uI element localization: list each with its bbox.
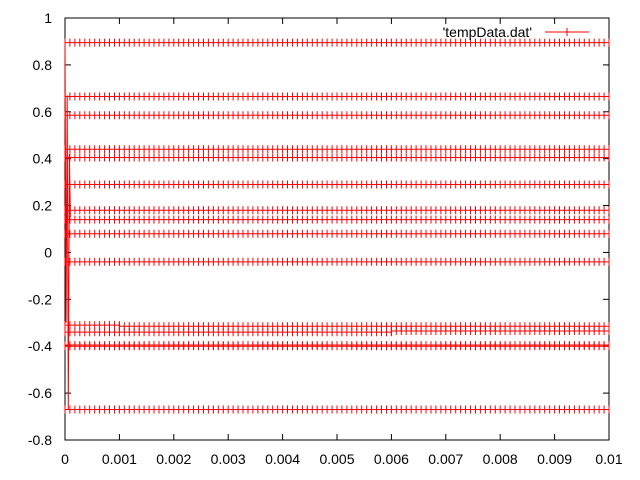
- series-level-markers: [64, 38, 610, 47]
- series-level-markers: [64, 215, 610, 224]
- series-level-markers: [64, 328, 392, 337]
- series-level-markers: [64, 206, 610, 215]
- series-level-markers: [64, 111, 610, 120]
- x-tick-label: 0.008: [483, 451, 518, 467]
- x-tick-label: 0.004: [265, 451, 300, 467]
- y-tick-label: 0.4: [33, 151, 53, 167]
- x-tick-label: 0.003: [211, 451, 246, 467]
- series-level-markers: [64, 145, 610, 154]
- y-tick-label: -0.6: [28, 385, 52, 401]
- series-level-markers: [64, 405, 610, 414]
- y-tick-label: 0.8: [33, 57, 53, 73]
- y-tick-label: -0.8: [28, 432, 52, 448]
- legend-label: 'tempData.dat': [443, 24, 532, 40]
- x-tick-label: 0.009: [537, 451, 572, 467]
- series-level-markers: [64, 92, 610, 101]
- x-tick-label: 0: [61, 451, 69, 467]
- series-level-markers: [64, 342, 610, 351]
- legend: 'tempData.dat': [443, 24, 589, 40]
- y-tick-label: -0.2: [28, 291, 52, 307]
- plot-frame: [64, 17, 610, 441]
- series-level-markers: [64, 321, 120, 330]
- legend-marker: [563, 28, 571, 36]
- series-level-markers: [64, 229, 610, 238]
- x-tick-label: 0.002: [156, 451, 191, 467]
- series-group: [64, 38, 610, 414]
- x-tick-label: 0.001: [102, 451, 137, 467]
- series-level-markers: [390, 327, 610, 335]
- axis-ticks: [64, 17, 610, 441]
- y-tick-label: -0.4: [28, 338, 52, 354]
- x-tick-label: 0.006: [374, 451, 409, 467]
- series-level-markers: [64, 153, 610, 162]
- y-tick-label: 0.2: [33, 198, 53, 214]
- y-tick-label: 0.6: [33, 104, 53, 120]
- series-spike: [64, 41, 71, 410]
- x-tick-label: 0.005: [319, 451, 354, 467]
- series-level-markers: [64, 257, 610, 266]
- tick-labels: 0 0.001 0.002 0.003 0.004 0.005 0.006 0.007 0.00…: [28, 10, 623, 467]
- y-tick-label: 0: [44, 244, 52, 260]
- y-tick-label: 1: [44, 10, 52, 26]
- x-tick-label: 0.01: [595, 451, 622, 467]
- series-level-markers: [118, 322, 610, 331]
- series-level-markers: [64, 180, 610, 189]
- x-tick-label: 0.007: [428, 451, 463, 467]
